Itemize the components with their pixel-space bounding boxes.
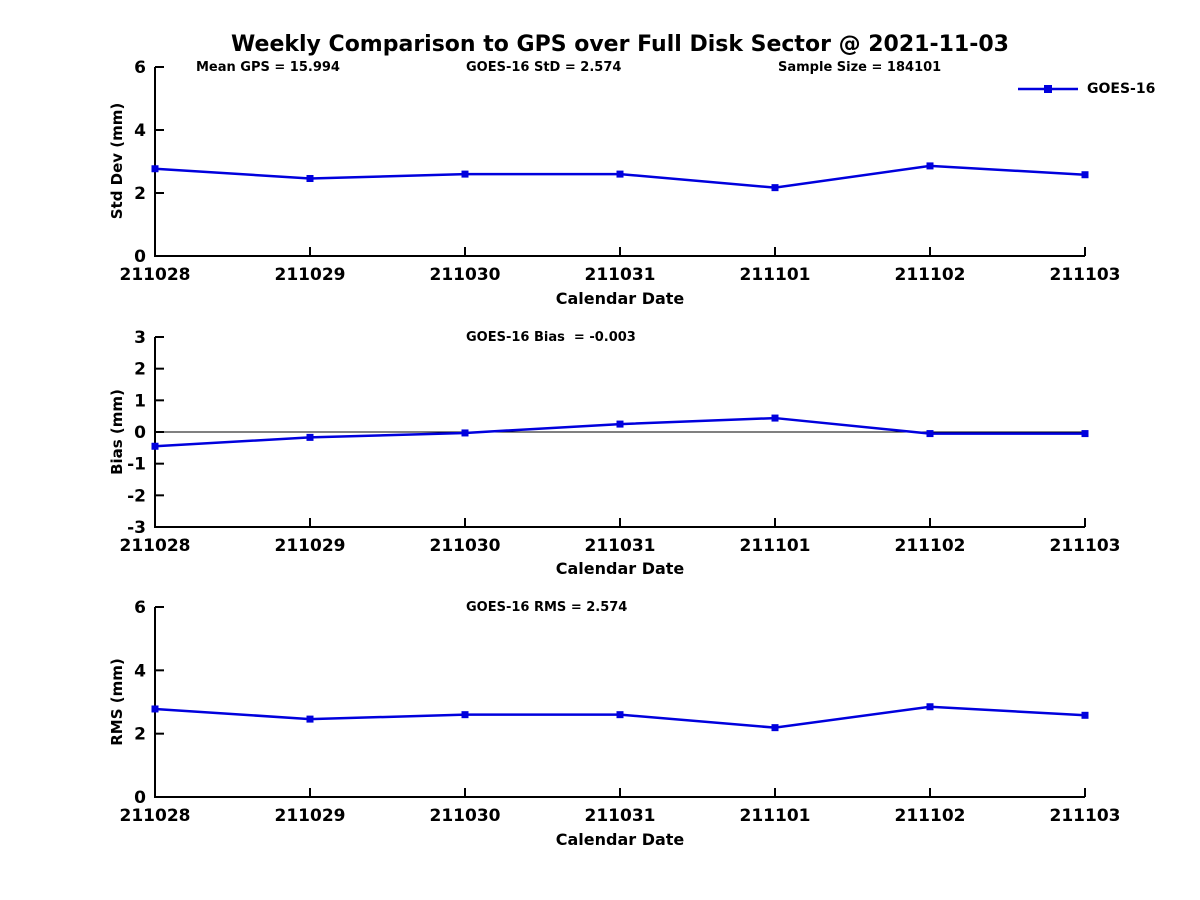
legend: GOES-16	[1017, 81, 1155, 97]
svg-text:211101: 211101	[740, 806, 811, 826]
legend-marker-icon	[1018, 85, 1078, 93]
svg-text:2: 2	[134, 184, 146, 204]
xlabel-calendar-date-1: Calendar Date	[555, 289, 685, 308]
svg-text:211103: 211103	[1050, 536, 1121, 556]
annotation-mean-gps: Mean GPS = 15.994	[196, 60, 340, 75]
annotation-goes16-rms: GOES-16 RMS = 2.574	[466, 600, 628, 615]
svg-text:211103: 211103	[1050, 806, 1121, 826]
svg-text:6: 6	[134, 58, 146, 78]
svg-text:-1: -1	[127, 455, 146, 475]
svg-text:-2: -2	[127, 486, 146, 506]
svg-text:211030: 211030	[430, 806, 501, 826]
svg-text:211102: 211102	[895, 806, 966, 826]
svg-text:0: 0	[134, 788, 146, 808]
svg-text:6: 6	[134, 598, 146, 618]
annotation-goes16-bias: GOES-16 Bias = -0.003	[466, 330, 636, 345]
svg-text:211029: 211029	[275, 265, 346, 285]
svg-text:211028: 211028	[120, 806, 191, 826]
svg-text:211029: 211029	[275, 536, 346, 556]
svg-text:211031: 211031	[585, 265, 656, 285]
svg-text:211101: 211101	[740, 265, 811, 285]
annotation-goes16-std: GOES-16 StD = 2.574	[466, 60, 622, 75]
annotation-sample-size: Sample Size = 184101	[778, 60, 942, 75]
svg-text:-3: -3	[127, 518, 146, 538]
svg-text:211102: 211102	[895, 265, 966, 285]
svg-text:2: 2	[134, 360, 146, 380]
svg-text:4: 4	[134, 661, 146, 681]
svg-text:211029: 211029	[275, 806, 346, 826]
svg-text:211028: 211028	[120, 536, 191, 556]
svg-text:211028: 211028	[120, 265, 191, 285]
svg-text:4: 4	[134, 121, 146, 141]
svg-text:3: 3	[134, 328, 146, 348]
svg-text:211030: 211030	[430, 536, 501, 556]
svg-text:0: 0	[134, 423, 146, 443]
svg-text:211031: 211031	[585, 536, 656, 556]
ylabel-bias: Bias (mm)	[108, 389, 126, 475]
svg-text:211103: 211103	[1050, 265, 1121, 285]
svg-text:211031: 211031	[585, 806, 656, 826]
figure-title: Weekly Comparison to GPS over Full Disk …	[231, 32, 1009, 57]
xlabel-calendar-date-2: Calendar Date	[555, 559, 685, 578]
svg-text:211101: 211101	[740, 536, 811, 556]
xlabel-calendar-date-3: Calendar Date	[555, 830, 685, 849]
ylabel-std-dev: Std Dev (mm)	[108, 102, 126, 220]
ylabel-rms: RMS (mm)	[108, 658, 126, 746]
svg-text:211030: 211030	[430, 265, 501, 285]
svg-text:211102: 211102	[895, 536, 966, 556]
svg-text:0: 0	[134, 247, 146, 267]
svg-text:2: 2	[134, 725, 146, 745]
svg-text:1: 1	[134, 391, 146, 411]
legend-label: GOES-16	[1087, 81, 1156, 97]
